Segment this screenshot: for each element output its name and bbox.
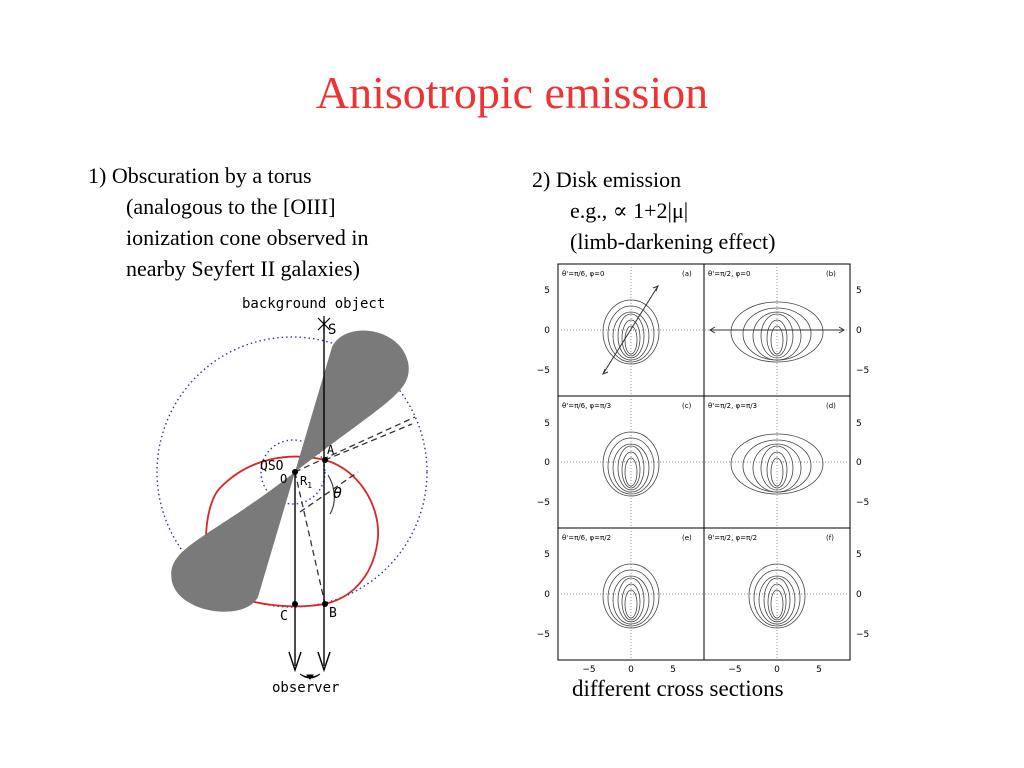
svg-text:−5: −5 [537, 498, 550, 508]
label-a: A [327, 443, 335, 457]
label-qso: QSO [260, 459, 284, 474]
svg-text:5: 5 [856, 286, 862, 296]
svg-text:−5: −5 [856, 366, 869, 376]
right-y-ticks: 5 0 −5 5 0 −5 5 0 −5 [856, 286, 869, 640]
label-o: O [280, 472, 287, 486]
svg-text:(b): (b) [826, 270, 836, 278]
point-a [322, 457, 328, 463]
svg-text:5: 5 [544, 550, 550, 560]
label-observer: observer [272, 680, 339, 696]
panel-c: θ'=π/6, φ=π/3 (c) [562, 402, 692, 497]
svg-text:θ'=π/2, φ=0: θ'=π/2, φ=0 [708, 270, 751, 278]
svg-text:−5: −5 [856, 498, 869, 508]
theta-arc [327, 474, 335, 515]
x-ticks: −5 0 5 −5 0 5 [582, 665, 822, 675]
svg-text:0: 0 [856, 458, 862, 468]
label-theta: θ [333, 484, 342, 502]
svg-text:θ'=π/6, φ=π/2: θ'=π/6, φ=π/2 [562, 534, 611, 542]
obscuration-diagram: background object S QSO O A R1 θ B C obs… [156, 296, 428, 696]
svg-text:−5: −5 [537, 630, 550, 640]
label-background: background object [242, 296, 385, 312]
dashed-line-2 [294, 416, 416, 473]
right-bullet: 2) Disk emission e.g., ∝ 1+2|μ| (limb-da… [532, 164, 872, 257]
svg-text:(f): (f) [826, 534, 834, 542]
svg-text:0: 0 [544, 458, 550, 468]
slide-title: Anisotropic emission [315, 67, 709, 118]
panel-b: θ'=π/2, φ=0 (b) [708, 270, 845, 363]
svg-text:(d): (d) [826, 402, 836, 410]
arrow-left [288, 651, 302, 673]
label-b: B [329, 606, 337, 621]
panel-a: θ'=π/6, φ=0 (a) [562, 270, 692, 375]
dashed-line-3 [324, 423, 413, 461]
svg-text:0: 0 [856, 326, 862, 336]
left-line-3: ionization cone observed in [126, 225, 369, 250]
arrow-right [317, 651, 331, 673]
right-line-2: e.g., ∝ 1+2|μ| [570, 198, 689, 223]
svg-text:−5: −5 [856, 630, 869, 640]
svg-text:0: 0 [544, 326, 550, 336]
source-star [317, 316, 331, 332]
svg-text:−5: −5 [537, 366, 550, 376]
grid-caption: different cross sections [572, 676, 784, 701]
left-line-1: 1) Obscuration by a torus [88, 163, 312, 188]
svg-text:5: 5 [856, 419, 862, 429]
panel-d: θ'=π/2, φ=π/3 (d) [708, 402, 836, 495]
label-c: C [280, 609, 288, 624]
svg-text:θ'=π/2, φ=π/2: θ'=π/2, φ=π/2 [708, 534, 757, 542]
point-o [292, 469, 298, 475]
disk-emission-grid: θ'=π/6, φ=0 (a) θ'=π/2, φ=0 (b) θ'=π/6, … [537, 263, 869, 675]
dashed-line-4 [299, 471, 359, 513]
left-line-2: (analogous to the [OIII] [126, 194, 336, 219]
left-bullet: 1) Obscuration by a torus (analogous to … [88, 160, 468, 284]
inner-dotted-circle [260, 439, 326, 505]
svg-text:θ'=π/2, φ=π/3: θ'=π/2, φ=π/3 [708, 402, 757, 410]
obscuration-cone [171, 330, 409, 612]
left-line-4: nearby Seyfert II galaxies) [126, 256, 360, 281]
svg-text:5: 5 [544, 419, 550, 429]
label-s: S [328, 322, 336, 338]
svg-text:0: 0 [544, 590, 550, 600]
point-c [292, 601, 298, 607]
left-y-ticks: 5 0 −5 5 0 −5 5 0 −5 [537, 286, 551, 640]
point-b [322, 601, 328, 607]
svg-text:−5: −5 [728, 665, 741, 675]
svg-text:(e): (e) [682, 534, 692, 542]
svg-text:θ'=π/6, φ=π/3: θ'=π/6, φ=π/3 [562, 402, 611, 410]
svg-text:5: 5 [670, 665, 676, 675]
panel-e: θ'=π/6, φ=π/2 (e) [562, 534, 692, 629]
svg-text:θ'=π/6, φ=0: θ'=π/6, φ=0 [562, 270, 605, 278]
svg-text:5: 5 [856, 550, 862, 560]
right-line-3: (limb-darkening effect) [570, 229, 776, 254]
svg-text:−5: −5 [582, 665, 595, 675]
label-r1: R1 [300, 474, 312, 490]
right-line-1: 2) Disk emission [532, 167, 682, 192]
svg-text:0: 0 [628, 665, 634, 675]
svg-text:5: 5 [544, 286, 550, 296]
svg-text:0: 0 [774, 665, 780, 675]
observer-eye-icon [299, 673, 321, 680]
svg-text:0: 0 [856, 590, 862, 600]
dashed-line-1 [294, 471, 326, 605]
svg-text:5: 5 [816, 665, 822, 675]
svg-text:(c): (c) [682, 402, 692, 410]
svg-text:(a): (a) [682, 270, 692, 278]
panel-f: θ'=π/2, φ=π/2 (f) [708, 534, 834, 629]
